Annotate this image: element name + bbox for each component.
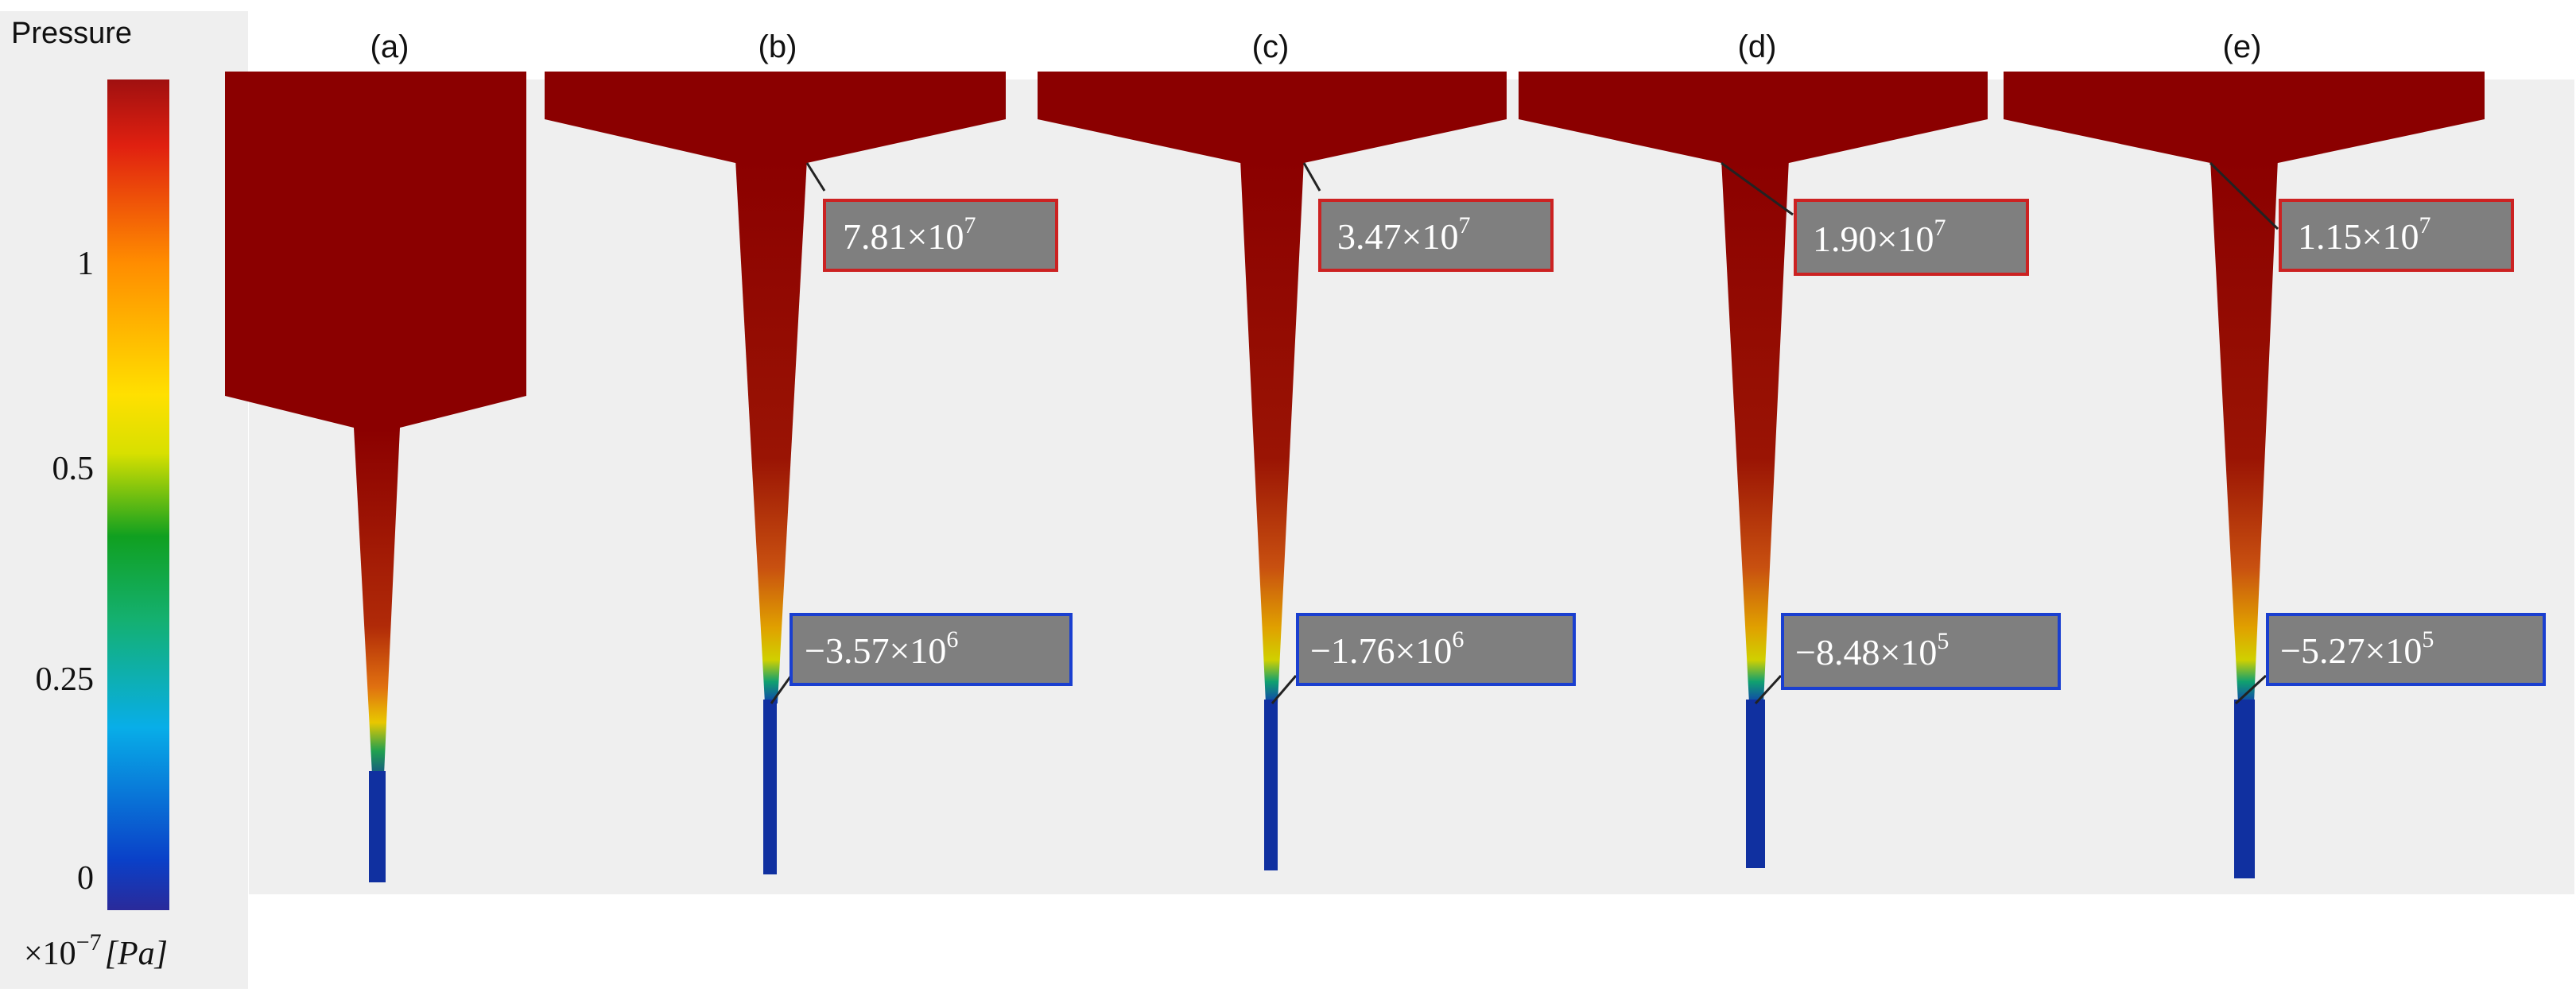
- panel-a-label: (a): [370, 29, 409, 64]
- colorbar-tick-0.5: 0.5: [52, 451, 95, 487]
- panel-d-nozzle: [1721, 159, 1789, 703]
- panel-c-label: (c): [1252, 29, 1290, 64]
- panel-b-nozzle: [735, 159, 807, 703]
- panel-a-nozzle: [354, 428, 400, 775]
- panel-b-label: (b): [758, 29, 797, 64]
- panel-c-max-leader: [1302, 162, 1321, 192]
- panel-d-min-annotation: [1781, 613, 2061, 690]
- panel-c-min-annotation: [1296, 613, 1576, 686]
- panel-b-min-leader: [770, 675, 793, 704]
- panel-d-label: (d): [1738, 29, 1777, 64]
- panel-e-max-leader: [2209, 161, 2279, 231]
- panel-e-outlet: [2234, 700, 2255, 878]
- panel-b-max-leader: [805, 162, 826, 192]
- panel-c-max-annotation: [1318, 199, 1554, 272]
- panel-c-min-leader: [1271, 675, 1298, 704]
- panel-e: (e) 1.15×107 −5.27×105: [2004, 29, 2546, 878]
- panel-e-reservoir: [2004, 72, 2485, 163]
- panel-d-outlet: [1746, 700, 1765, 868]
- panel-b-max-value: 7.81×107: [843, 212, 976, 257]
- panel-d-max-value: 1.90×107: [1813, 215, 1946, 259]
- panel-d-min-value: −8.48×105: [1795, 628, 1949, 672]
- colorbar-unit: ×10−7[Pa]: [24, 929, 168, 972]
- panel-e-max-value: 1.15×107: [2298, 212, 2431, 257]
- panel-b-min-value: −3.57×106: [805, 626, 958, 671]
- panel-b-max-annotation: [823, 199, 1058, 272]
- panel-b-reservoir: [545, 72, 1006, 163]
- panel-e-max-annotation: [2279, 199, 2514, 272]
- panel-e-min-value: −5.27×105: [2280, 626, 2434, 671]
- panel-d-min-leader: [1754, 674, 1783, 705]
- panel-d-max-annotation: [1794, 199, 2029, 276]
- panel-c-max-value: 3.47×107: [1337, 212, 1470, 257]
- colorbar-gradient: [107, 79, 169, 910]
- colorbar-tick-0: 0: [77, 860, 94, 897]
- panel-b-outlet: [763, 700, 777, 874]
- panel-a-outlet: [369, 771, 386, 882]
- colorbar-tick-1: 1: [77, 246, 94, 282]
- panel-d: (d) 1.90×107 −8.48×105: [1519, 29, 2061, 868]
- colorbar-tick-0.25: 0.25: [36, 661, 95, 698]
- panel-b: (b) 7.81×107 −3.57×106: [545, 29, 1073, 874]
- colorbar-title: Pressure: [11, 17, 132, 50]
- panel-c-outlet: [1264, 700, 1278, 870]
- panel-c-nozzle: [1240, 159, 1304, 703]
- panel-c-reservoir: [1038, 72, 1507, 163]
- panel-e-min-annotation: [2266, 613, 2546, 686]
- panel-b-min-annotation: [789, 613, 1073, 686]
- panel-e-nozzle: [2210, 159, 2278, 703]
- panel-d-reservoir: [1519, 72, 1988, 163]
- panel-c-min-value: −1.76×106: [1310, 626, 1464, 671]
- panel-e-min-leader: [2234, 674, 2268, 705]
- panel-e-label: (e): [2223, 29, 2262, 64]
- panel-a-reservoir: [225, 72, 526, 428]
- panel-d-max-leader: [1721, 161, 1794, 216]
- panel-c: (c) 3.47×107 −1.76×106: [1038, 29, 1576, 870]
- panel-a: (a): [225, 29, 526, 882]
